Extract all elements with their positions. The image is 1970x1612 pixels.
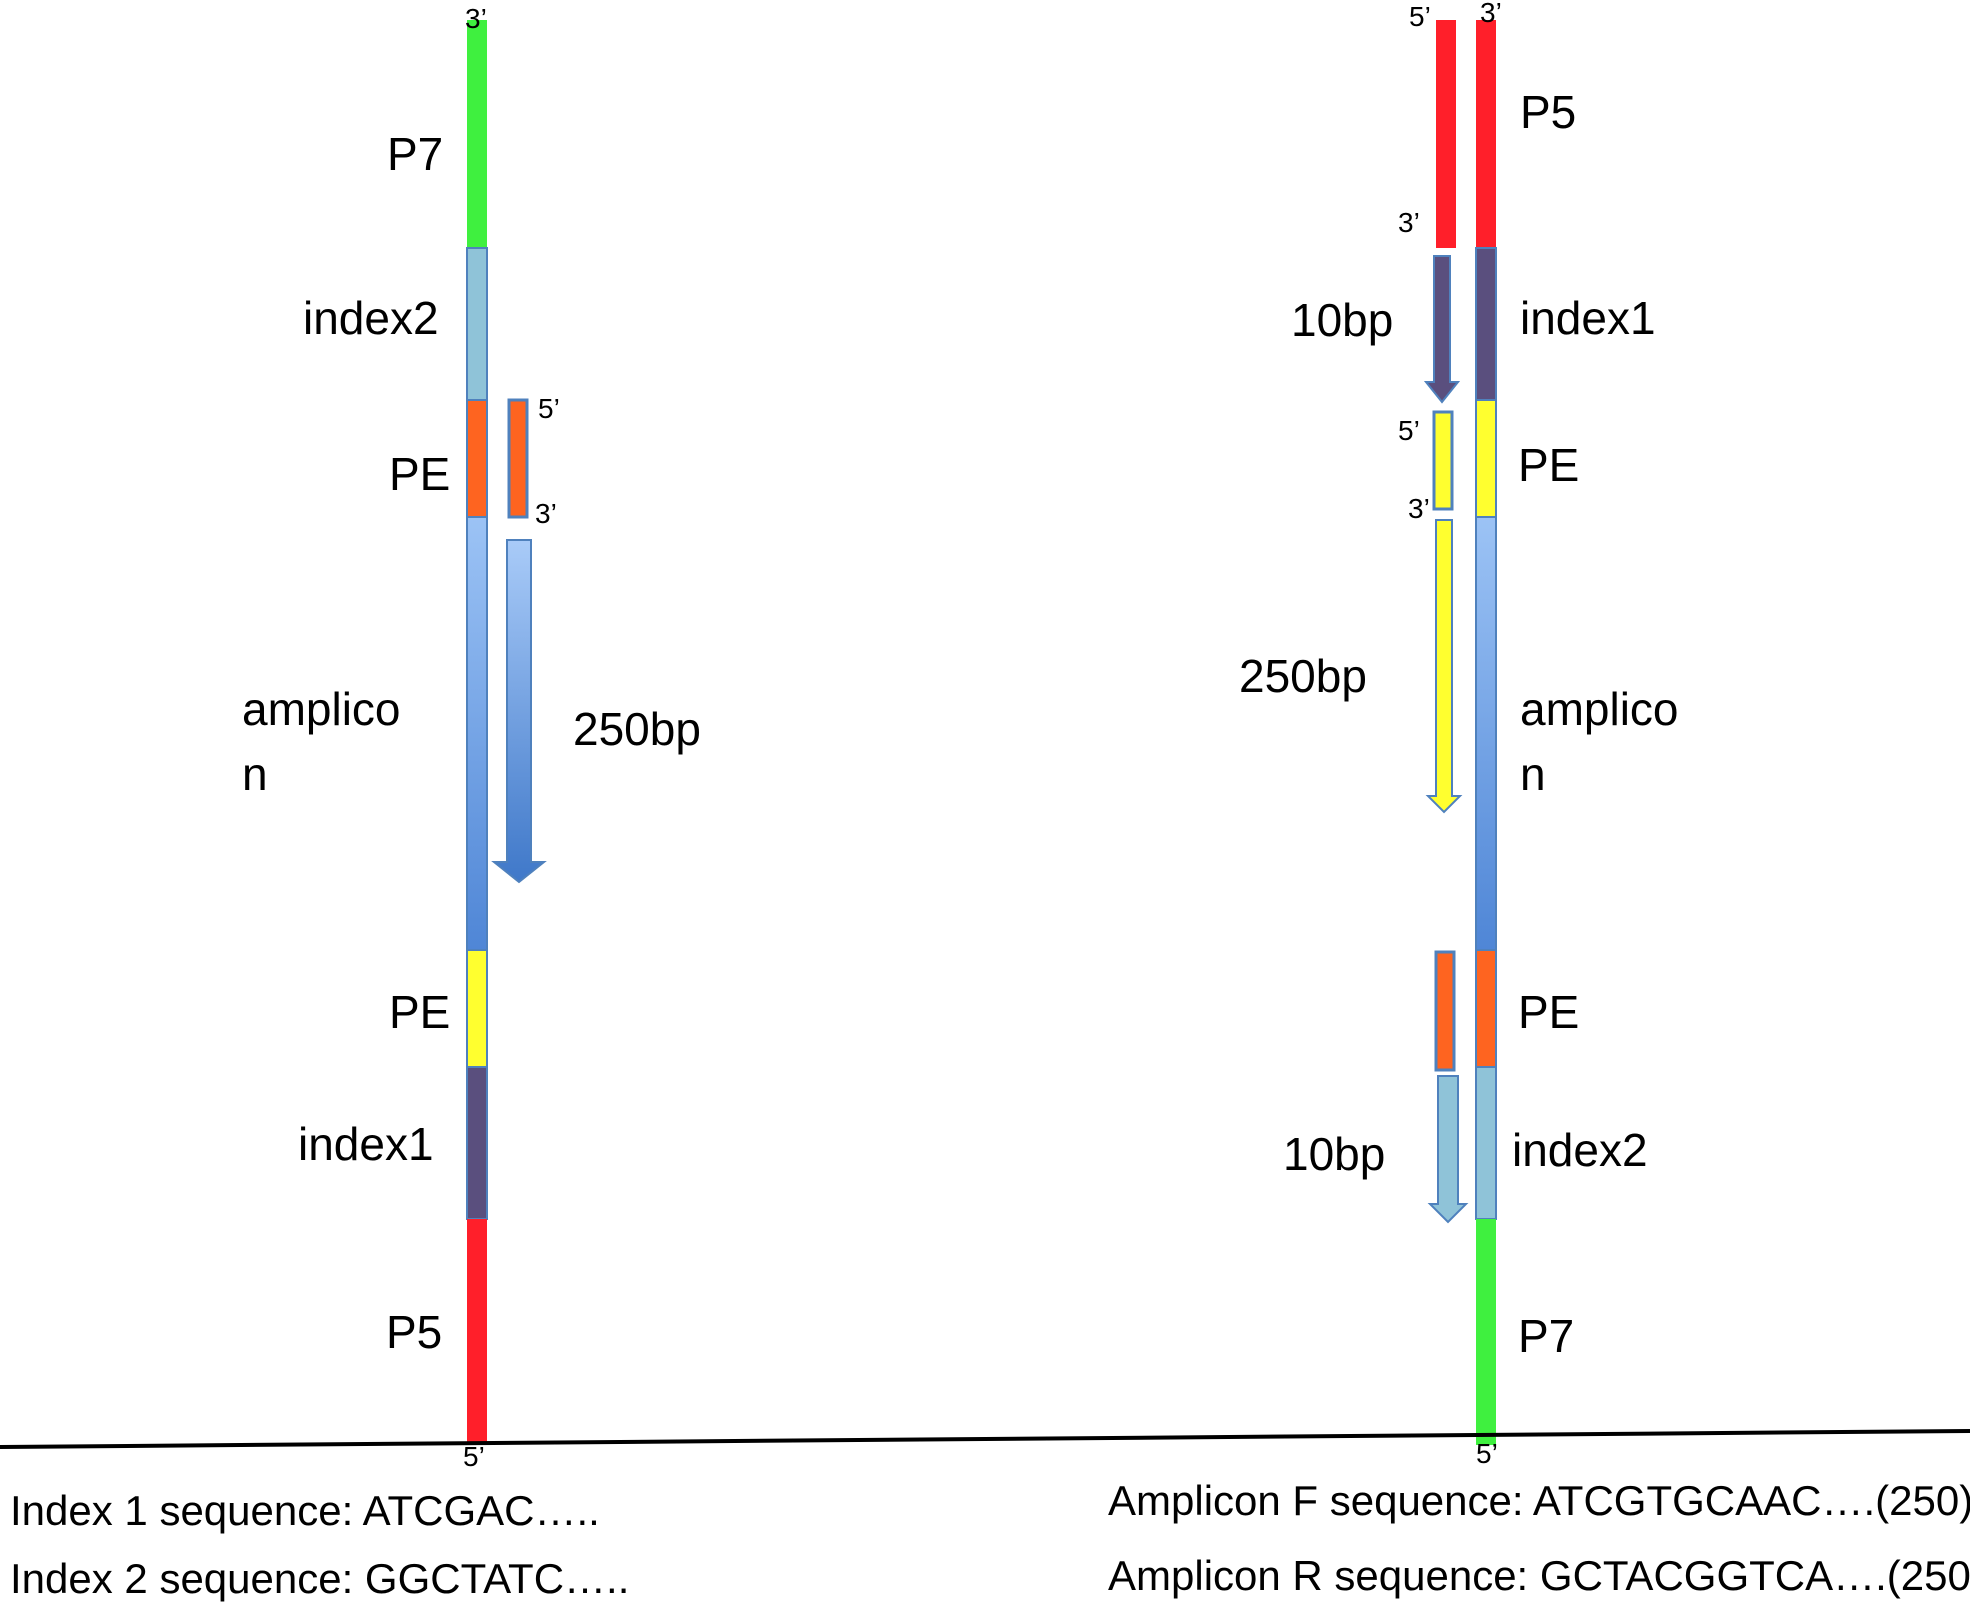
left-p7-segment — [467, 20, 487, 248]
left-index1-segment — [466, 1066, 488, 1220]
left-pe-primer — [507, 398, 529, 519]
left-index2-label: index2 — [303, 292, 439, 344]
left-pe-orange-segment — [466, 399, 488, 518]
right-index1-arrow — [1423, 255, 1461, 404]
left-pe-yellow-segment — [466, 949, 488, 1068]
right-read-arrow — [1425, 519, 1463, 814]
right-pe-orange-segment — [1475, 949, 1497, 1068]
right-p5-segment — [1476, 20, 1496, 248]
right-pe-primer-3-end: 3’ — [1408, 493, 1430, 524]
right-p5-primer-3-end: 3’ — [1398, 207, 1420, 238]
right-pe-primer — [1432, 410, 1454, 511]
left-index2-segment — [466, 247, 488, 401]
right-pe-label-top: PE — [1518, 439, 1579, 491]
right-index2-label: index2 — [1512, 1124, 1648, 1176]
amplicon-f-sequence: Amplicon F sequence: ATCGTGCAAC….(250) — [1108, 1477, 1970, 1524]
right-pe-primer-5-end: 5’ — [1398, 415, 1420, 446]
left-top-end-label: 3’ — [465, 3, 487, 34]
index2-sequence: Index 2 sequence: GGCTATC….. — [10, 1555, 629, 1602]
left-read-arrow — [491, 539, 547, 884]
left-read-length-label: 250bp — [573, 703, 701, 755]
left-index1-label: index1 — [298, 1118, 434, 1170]
index1-sequence: Index 1 sequence: ATCGAC….. — [10, 1487, 600, 1534]
left-strand: 3’ 5’ P7 index2 PE amplico n PE index1 P… — [242, 3, 701, 1472]
right-read-length-label: 250bp — [1239, 650, 1367, 702]
right-amplicon-label: amplico — [1520, 683, 1679, 735]
left-p5-label: P5 — [386, 1306, 442, 1358]
right-index2-length-label: 10bp — [1283, 1128, 1385, 1180]
right-p7-segment — [1476, 1219, 1496, 1445]
right-p7-label: P7 — [1518, 1310, 1574, 1362]
right-index1-segment — [1475, 247, 1497, 401]
amplicon-r-sequence: Amplicon R sequence: GCTACGGTCA….(250) — [1108, 1552, 1970, 1599]
right-strand: 3’ 5’ P5 index1 PE amplico n PE index2 P… — [1239, 0, 1679, 1469]
left-p5-segment — [467, 1219, 487, 1445]
left-primer-3-end: 3’ — [535, 498, 557, 529]
left-amplicon-segment — [466, 516, 488, 951]
left-pe-label-bottom: PE — [389, 986, 450, 1038]
baseline — [0, 1429, 1970, 1449]
right-index2-arrow — [1427, 1075, 1469, 1224]
right-pe-yellow-segment — [1475, 399, 1497, 518]
right-p5-primer — [1436, 20, 1456, 248]
left-bottom-end-label: 5’ — [463, 1441, 485, 1472]
right-pe2-primer — [1434, 950, 1456, 1072]
sequence-notes: Index 1 sequence: ATCGAC….. Index 2 sequ… — [10, 1477, 1970, 1602]
right-amplicon-segment — [1475, 516, 1497, 951]
left-amplicon-label-line2: n — [242, 748, 268, 800]
right-amplicon-label-line2: n — [1520, 748, 1546, 800]
right-index1-length-label: 10bp — [1291, 294, 1393, 346]
right-top-end-label: 3’ — [1480, 0, 1502, 28]
left-p7-label: P7 — [387, 128, 443, 180]
right-index1-label: index1 — [1520, 292, 1656, 344]
right-p5-primer-5-end: 5’ — [1409, 1, 1431, 32]
left-amplicon-label: amplico — [242, 683, 401, 735]
right-p5-label: P5 — [1520, 86, 1576, 138]
right-pe-label-bottom: PE — [1518, 986, 1579, 1038]
left-pe-label-top: PE — [389, 448, 450, 500]
left-primer-5-end: 5’ — [538, 393, 560, 424]
right-bottom-end-label: 5’ — [1476, 1438, 1498, 1469]
right-index2-segment — [1475, 1066, 1497, 1220]
